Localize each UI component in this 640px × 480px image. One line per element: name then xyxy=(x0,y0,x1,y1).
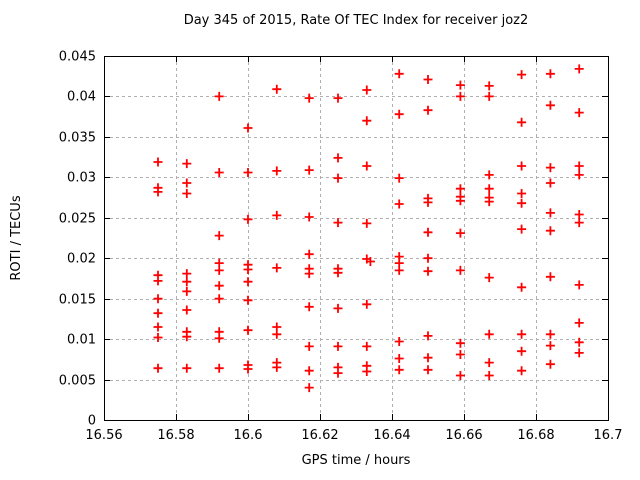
y-tick-label: 0.03 xyxy=(67,171,96,186)
x-tick-label: 16.6 xyxy=(234,428,263,443)
data-points xyxy=(153,64,584,393)
y-tick-label: 0.015 xyxy=(59,293,96,308)
y-tick-label: 0 xyxy=(88,414,96,429)
y-tick-label: 0.04 xyxy=(67,90,96,105)
x-tick-label: 16.56 xyxy=(85,428,122,443)
x-tick-label: 16.66 xyxy=(445,428,482,443)
y-tick-label: 0.045 xyxy=(59,50,96,65)
roti-plus-markers xyxy=(153,64,584,393)
y-tick-label: 0.02 xyxy=(67,252,96,267)
y-tick-label: 0.035 xyxy=(59,131,96,146)
plot-border xyxy=(104,56,609,421)
x-tick-label: 16.7 xyxy=(594,428,623,443)
axis-ticks xyxy=(104,56,609,421)
x-axis-title: GPS time / hours xyxy=(301,453,411,468)
chart-title: Day 345 of 2015, Rate Of TEC Index for r… xyxy=(183,13,529,28)
grid-lines xyxy=(104,56,608,420)
x-tick-label: 16.62 xyxy=(301,428,338,443)
tick-labels: 16.56 16.58 16.6 16.62 16.64 16.66 16.68 16.7 0 0… xyxy=(59,50,623,444)
y-tick-label: 0.01 xyxy=(67,333,96,348)
y-tick-label: 0.005 xyxy=(59,374,96,389)
x-tick-label: 16.58 xyxy=(157,428,194,443)
y-tick-label: 0.025 xyxy=(59,212,96,227)
x-tick-label: 16.64 xyxy=(373,428,410,443)
x-tick-label: 16.68 xyxy=(517,428,554,443)
